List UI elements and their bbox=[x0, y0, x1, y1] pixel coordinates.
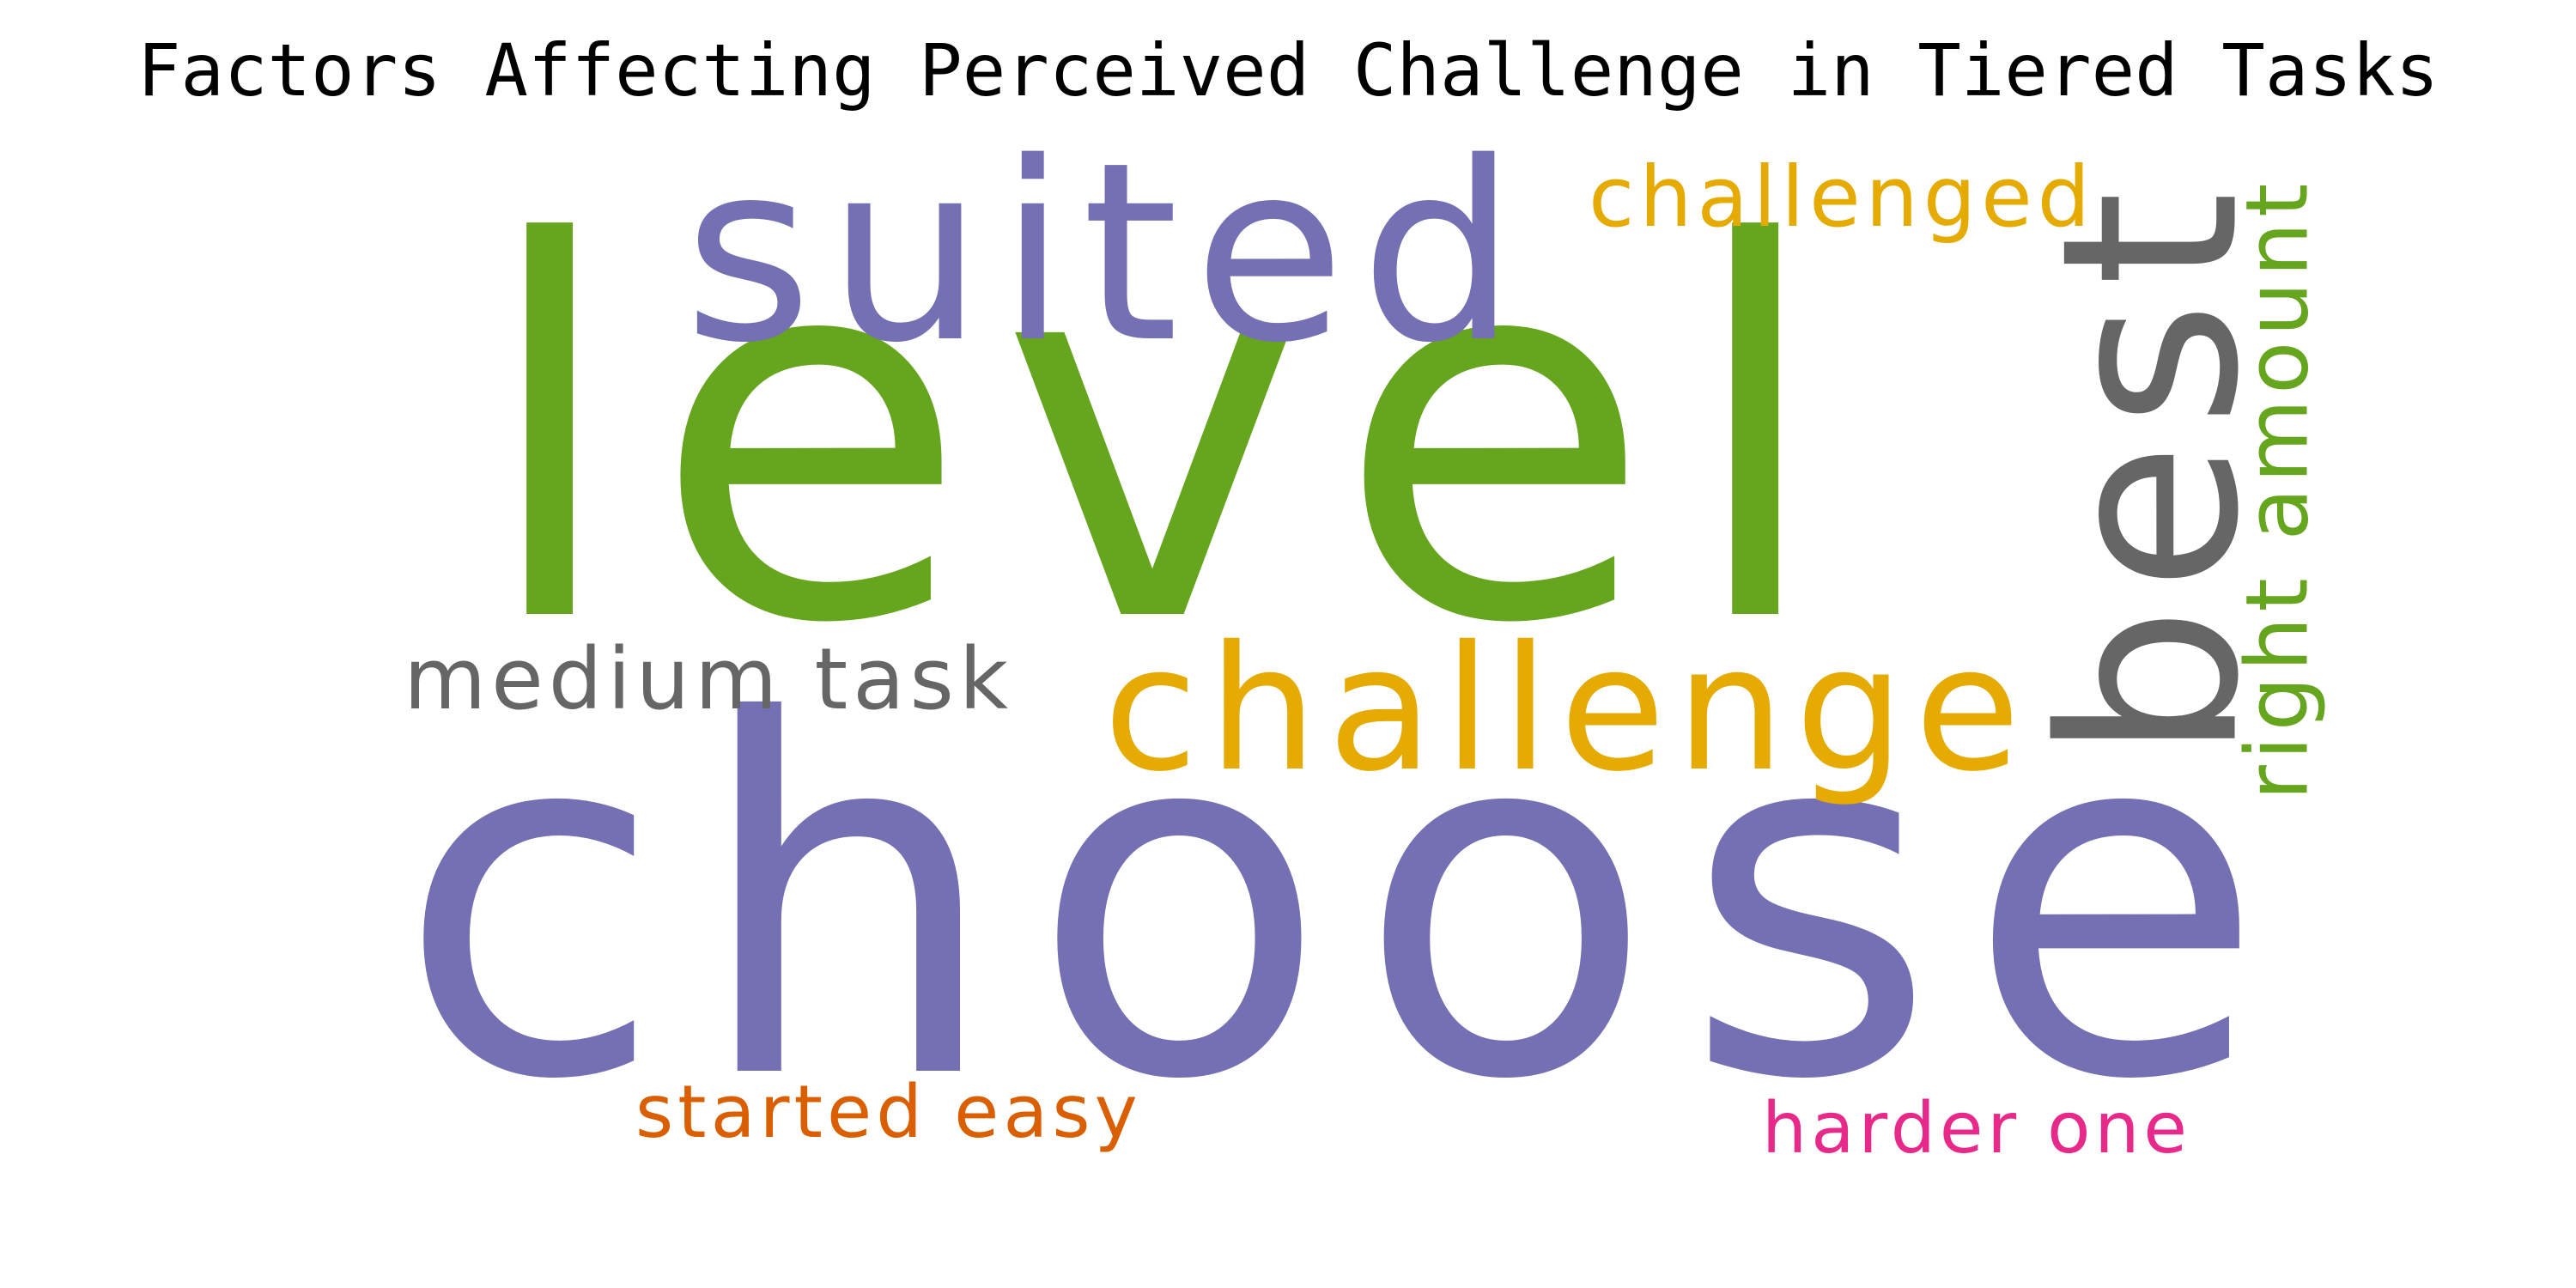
word-suited: suited bbox=[683, 109, 1532, 398]
word-right-amount: right amount bbox=[2227, 178, 2327, 801]
word-challenge: challenge bbox=[1103, 610, 2031, 811]
word-challenged: challenged bbox=[1589, 148, 2095, 246]
word-level: level bbox=[477, 136, 1858, 736]
word-started-easy: started easy bbox=[635, 1068, 1142, 1154]
word-harder-one: harder one bbox=[1762, 1087, 2191, 1170]
figure-title: Factors Affecting Perceived Challenge in… bbox=[137, 28, 2439, 112]
word-choose: choose bbox=[397, 618, 2294, 1186]
word-medium-task: medium task bbox=[404, 630, 1013, 730]
